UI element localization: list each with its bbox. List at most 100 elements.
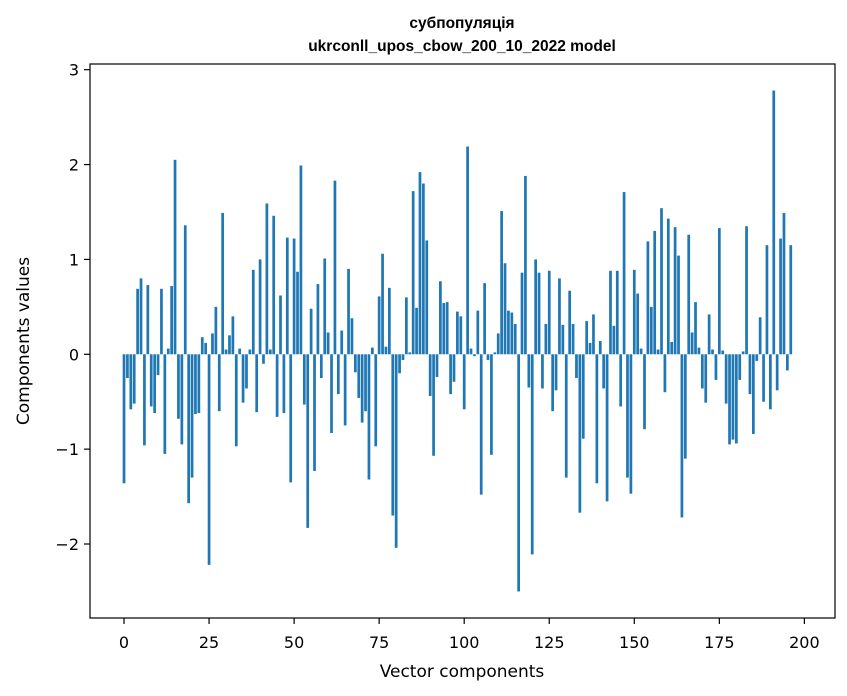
bar <box>353 354 357 373</box>
bar <box>534 259 537 355</box>
bar <box>507 310 510 355</box>
bar <box>636 293 640 355</box>
bar <box>326 332 330 355</box>
bar <box>364 354 367 412</box>
bar <box>166 348 170 355</box>
y-axis-ticks: −2 −1 0 1 2 3 <box>55 61 90 554</box>
bar <box>490 354 493 455</box>
bar <box>180 354 184 445</box>
bar <box>418 172 422 355</box>
bar <box>173 159 177 355</box>
bar <box>187 354 191 504</box>
bar <box>649 306 653 355</box>
bar <box>347 268 350 355</box>
bar <box>405 297 408 355</box>
bar <box>575 354 578 378</box>
bar <box>388 287 391 355</box>
bar <box>207 354 211 565</box>
y-tick-label: 2 <box>69 156 79 175</box>
bar <box>581 354 585 439</box>
bar <box>343 354 347 426</box>
x-tick-label: 175 <box>704 633 735 652</box>
bar <box>245 354 248 389</box>
bar <box>517 354 520 592</box>
bar <box>564 354 568 478</box>
bar <box>469 348 473 355</box>
bar <box>769 354 772 410</box>
bar <box>425 240 429 355</box>
bar <box>483 283 486 355</box>
bar <box>731 354 735 440</box>
bar <box>302 354 306 405</box>
bar <box>139 278 143 355</box>
x-tick-label: 50 <box>284 633 304 652</box>
bar <box>132 354 136 404</box>
bar <box>340 330 344 355</box>
bar <box>197 354 201 414</box>
bar <box>697 347 701 355</box>
bar <box>510 312 514 355</box>
bar <box>272 215 276 355</box>
x-tick-label: 125 <box>534 633 565 652</box>
bar <box>721 350 725 355</box>
bar <box>493 352 497 355</box>
bar <box>333 180 337 355</box>
bar <box>170 285 173 355</box>
bar <box>615 270 619 355</box>
bar <box>704 354 708 403</box>
bar <box>289 354 293 483</box>
bar <box>136 288 139 355</box>
bar <box>163 354 167 454</box>
bar <box>544 323 548 355</box>
bar <box>714 354 718 380</box>
bar <box>313 354 316 471</box>
bar <box>411 191 415 355</box>
bar <box>588 342 592 355</box>
bar <box>622 192 626 355</box>
bar <box>520 272 524 355</box>
bar <box>547 270 551 355</box>
bar <box>183 225 187 355</box>
bar <box>653 230 657 355</box>
bar <box>200 337 204 355</box>
bar <box>738 354 742 380</box>
bar <box>741 351 745 355</box>
bar <box>194 354 197 415</box>
bar <box>149 354 153 407</box>
bar <box>391 354 395 516</box>
bar <box>279 295 282 355</box>
bar <box>282 354 286 414</box>
bar <box>377 296 381 355</box>
y-tick-label: 3 <box>69 61 79 80</box>
bar <box>126 354 129 378</box>
bar-series <box>122 90 793 592</box>
bar <box>221 212 225 355</box>
bar <box>680 354 684 518</box>
bar <box>772 90 776 355</box>
bar <box>646 241 650 355</box>
bar <box>428 354 432 397</box>
bar <box>146 285 150 355</box>
bar <box>500 211 503 355</box>
bar <box>554 354 558 391</box>
bar <box>143 354 146 446</box>
bar <box>598 341 602 355</box>
bar <box>177 354 180 419</box>
bar <box>374 354 378 447</box>
bar <box>449 354 452 395</box>
bar <box>442 303 446 355</box>
bar <box>683 354 687 459</box>
bar <box>251 269 255 355</box>
bar <box>262 354 265 364</box>
bar <box>782 212 786 355</box>
bar <box>728 354 731 445</box>
bar <box>619 354 623 407</box>
bar <box>690 332 694 355</box>
bar <box>367 354 371 480</box>
bar <box>214 306 218 355</box>
bar <box>568 290 572 355</box>
bar <box>758 317 762 355</box>
bar <box>677 255 680 355</box>
bar <box>524 175 527 355</box>
x-tick-label: 75 <box>369 633 389 652</box>
